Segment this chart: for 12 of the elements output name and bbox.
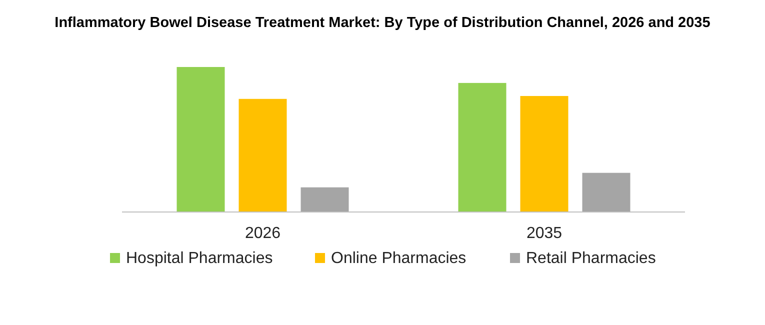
legend-label: Retail Pharmacies: [526, 250, 656, 267]
x-tick-label: 2026: [244, 225, 281, 242]
bar: [582, 172, 630, 212]
bar: [300, 187, 349, 212]
bar: [238, 98, 287, 212]
bar: [458, 82, 506, 212]
bar: [520, 96, 568, 212]
legend-label: Hospital Pharmacies: [126, 250, 273, 267]
bar: [176, 67, 225, 212]
chart-title: Inflammatory Bowel Disease Treatment Market: By Type of Distribution Channel, 2026 and 2035: [54, 15, 710, 31]
x-tick-label: 2035: [526, 225, 562, 242]
legend-label: Online Pharmacies: [331, 250, 466, 267]
